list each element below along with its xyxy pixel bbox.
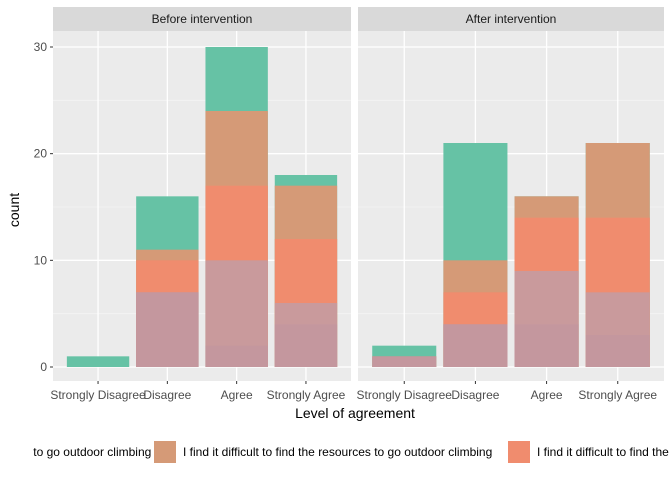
panel-title: Before intervention bbox=[152, 12, 253, 26]
x-tick-label: Strongly Disagree bbox=[50, 388, 146, 402]
panel-strip bbox=[358, 7, 664, 31]
legend-label: I find it difficult to find the bbox=[537, 445, 669, 459]
x-tick-label: Strongly Agree bbox=[267, 388, 346, 402]
x-tick-label: Disagree bbox=[143, 388, 191, 402]
legend-key bbox=[508, 441, 530, 463]
x-tick-label: Agree bbox=[221, 388, 253, 402]
panel-strip bbox=[53, 7, 351, 31]
legend-label: to go outdoor climbing with bbox=[33, 445, 176, 459]
bar-after-s4-c1 bbox=[443, 324, 508, 367]
x-tick-label: Strongly Disagree bbox=[357, 388, 453, 402]
x-tick-label: Agree bbox=[531, 388, 563, 402]
bar-after-s4-c2 bbox=[514, 324, 579, 367]
legend: to go outdoor climbing with I find it dif… bbox=[33, 441, 669, 463]
legend-key bbox=[154, 441, 176, 463]
bar-before-s4-c2 bbox=[205, 345, 268, 367]
y-tick-label: 30 bbox=[34, 40, 48, 54]
panel-title: After intervention bbox=[466, 12, 557, 26]
x-tick-label: Strongly Agree bbox=[578, 388, 657, 402]
x-axis-label: Level of agreement bbox=[295, 405, 415, 421]
y-tick-label: 0 bbox=[40, 360, 47, 374]
panel-before: Before intervention Strongly DisagreeDisa… bbox=[34, 7, 351, 402]
bar-before-s4-c3 bbox=[274, 324, 338, 367]
bar-before-s0-c0 bbox=[66, 356, 130, 367]
bar-after-s4-c0 bbox=[372, 356, 437, 367]
y-tick-label: 20 bbox=[34, 147, 48, 161]
panel-after: After intervention Strongly Disagree Disag… bbox=[357, 7, 664, 402]
y-axis-label: count bbox=[6, 193, 22, 227]
bar-before-s4-c1 bbox=[136, 292, 199, 367]
bar-after-s4-c3 bbox=[585, 335, 650, 367]
x-tick-label: Disagree bbox=[451, 388, 499, 402]
legend-label: I find it difficult to find the resource… bbox=[183, 445, 492, 459]
y-tick-label: 10 bbox=[34, 253, 48, 267]
